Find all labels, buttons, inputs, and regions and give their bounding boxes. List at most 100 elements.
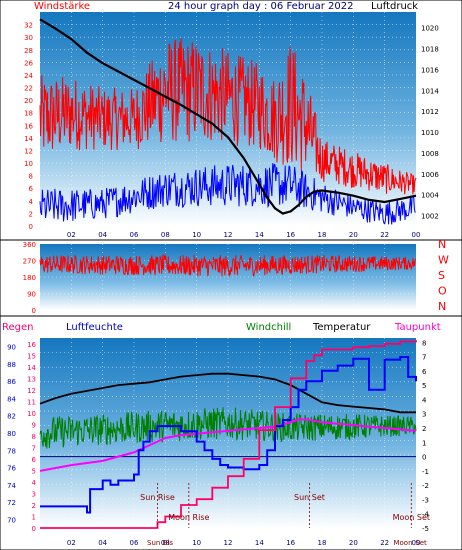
direction-letter: W [438, 254, 449, 267]
direction-tick-label: 270 [23, 258, 36, 266]
direction-tick-label: 180 [23, 274, 36, 282]
time-tick-label: 10 [192, 539, 201, 547]
temperature-label: Temperatur [312, 322, 371, 333]
pressure-tick-label: 1016 [421, 66, 439, 74]
rain-tick-label: 11 [27, 398, 36, 406]
time-tick-label: 14 [255, 539, 264, 547]
time-tick-label: 06 [130, 539, 139, 547]
time-tick-label: 12 [224, 231, 233, 239]
direction-letter: O [438, 285, 447, 298]
rain-tick-label: 10 [27, 410, 36, 418]
humidity-tick-label: 80 [7, 430, 16, 438]
time-tick-label: 14 [255, 231, 264, 239]
wind-tick-label: 26 [24, 59, 33, 67]
wind-direction-series [39, 254, 417, 277]
wind-tick-label: 18 [24, 110, 33, 118]
event-label: Sun Rise [140, 493, 175, 502]
temperature-series [39, 372, 416, 414]
time-tick-label: 16 [286, 231, 295, 239]
wind-tick-label: 10 [24, 160, 33, 168]
event-label: Moon Set [393, 513, 430, 522]
rain-label: Regen [2, 322, 34, 333]
wind-tick-label: 28 [24, 47, 33, 55]
time-tick-label: 04 [98, 231, 107, 239]
humidity-tick-label: 90 [7, 344, 16, 352]
temp-tick-label: 7 [422, 354, 426, 362]
pressure-series [39, 18, 417, 215]
time-tick-label: 22 [380, 231, 389, 239]
rain-tick-label: 9 [32, 421, 36, 429]
time-tick-label: 10 [192, 231, 201, 239]
wind-tick-label: 2 [29, 210, 33, 218]
wind-tick-label: 24 [24, 72, 33, 80]
time-tick-label: 04 [98, 539, 107, 547]
rain-tick-label: 14 [27, 364, 36, 372]
temp-tick-label: -2 [422, 482, 429, 490]
temp-tick-label: -1 [422, 468, 429, 476]
rain-tick-label: 15 [27, 352, 36, 360]
direction-letter: N [438, 238, 446, 251]
temp-tick-label: 1 [422, 439, 426, 447]
time-tick-label: 12 [224, 539, 233, 547]
dewpoint-series [39, 418, 417, 472]
wind-tick-label: 8 [29, 173, 33, 181]
time-tick-label: 18 [318, 231, 327, 239]
bottom-extra-label: Set [415, 539, 427, 547]
wind-tick-label: 12 [24, 147, 33, 155]
wind-tick-label: 16 [24, 122, 33, 130]
time-tick-label: 08 [161, 231, 170, 239]
rain-tick-label: 6 [32, 456, 37, 464]
rain-tick-label: 2 [32, 502, 36, 510]
direction-tick-label: 90 [27, 291, 36, 299]
chart-title: 24 hour graph day : 06 Februar 2022 [168, 1, 353, 12]
humidity-tick-label: 70 [7, 516, 16, 524]
wind-tick-label: 22 [24, 85, 33, 93]
pressure-tick-label: 1018 [421, 46, 439, 54]
time-tick-label: 22 [380, 539, 389, 547]
pressure-label: Luftdruck [371, 1, 418, 12]
event-label: Sun Set [294, 493, 325, 502]
direction-letter: S [438, 269, 445, 282]
humidity-tick-label: 86 [7, 378, 16, 386]
bottom-extra-label: Sun Bis [147, 539, 173, 547]
humidity-series [40, 356, 417, 514]
pressure-tick-label: 1008 [421, 150, 439, 158]
panel-wind-pressure-plot [40, 12, 416, 226]
humidity-tick-label: 76 [7, 465, 16, 473]
temp-tick-label: 3 [422, 411, 426, 419]
direction-tick-label: 360 [23, 241, 36, 249]
wind-tick-label: 4 [29, 198, 34, 206]
wind-tick-label: 0 [29, 223, 33, 231]
temp-tick-label: 6 [422, 368, 427, 376]
humidity-tick-label: 72 [7, 499, 16, 507]
rain-tick-label: 0 [32, 525, 36, 533]
rain-series [40, 340, 417, 529]
humidity-tick-label: 74 [7, 482, 16, 490]
pressure-tick-label: 1010 [421, 129, 439, 137]
rain-tick-label: 3 [32, 490, 36, 498]
time-tick-label: 08 [161, 539, 170, 547]
humidity-tick-label: 78 [7, 447, 16, 455]
pressure-tick-label: 1004 [421, 192, 439, 200]
rain-tick-label: 7 [32, 444, 36, 452]
humidity-tick-label: 84 [7, 395, 16, 403]
pressure-tick-label: 1012 [421, 108, 439, 116]
wind-avg-series [39, 163, 416, 225]
direction-letter: N [438, 300, 446, 313]
temp-tick-label: -3 [422, 496, 429, 504]
time-tick-label: 20 [349, 231, 358, 239]
wind-tick-label: 30 [24, 34, 33, 42]
time-tick-label: 16 [286, 539, 295, 547]
pressure-tick-label: 1014 [421, 87, 439, 95]
rain-tick-label: 12 [27, 387, 36, 395]
humidity-tick-label: 88 [7, 361, 16, 369]
rain-tick-label: 16 [27, 341, 36, 349]
time-tick-label: 18 [318, 539, 327, 547]
time-tick-label: 20 [349, 539, 358, 547]
pressure-tick-label: 1002 [421, 213, 439, 221]
temp-tick-label: 4 [422, 396, 427, 404]
time-tick-label: 06 [130, 231, 139, 239]
wind-strength-label: Windstärke [34, 1, 90, 12]
